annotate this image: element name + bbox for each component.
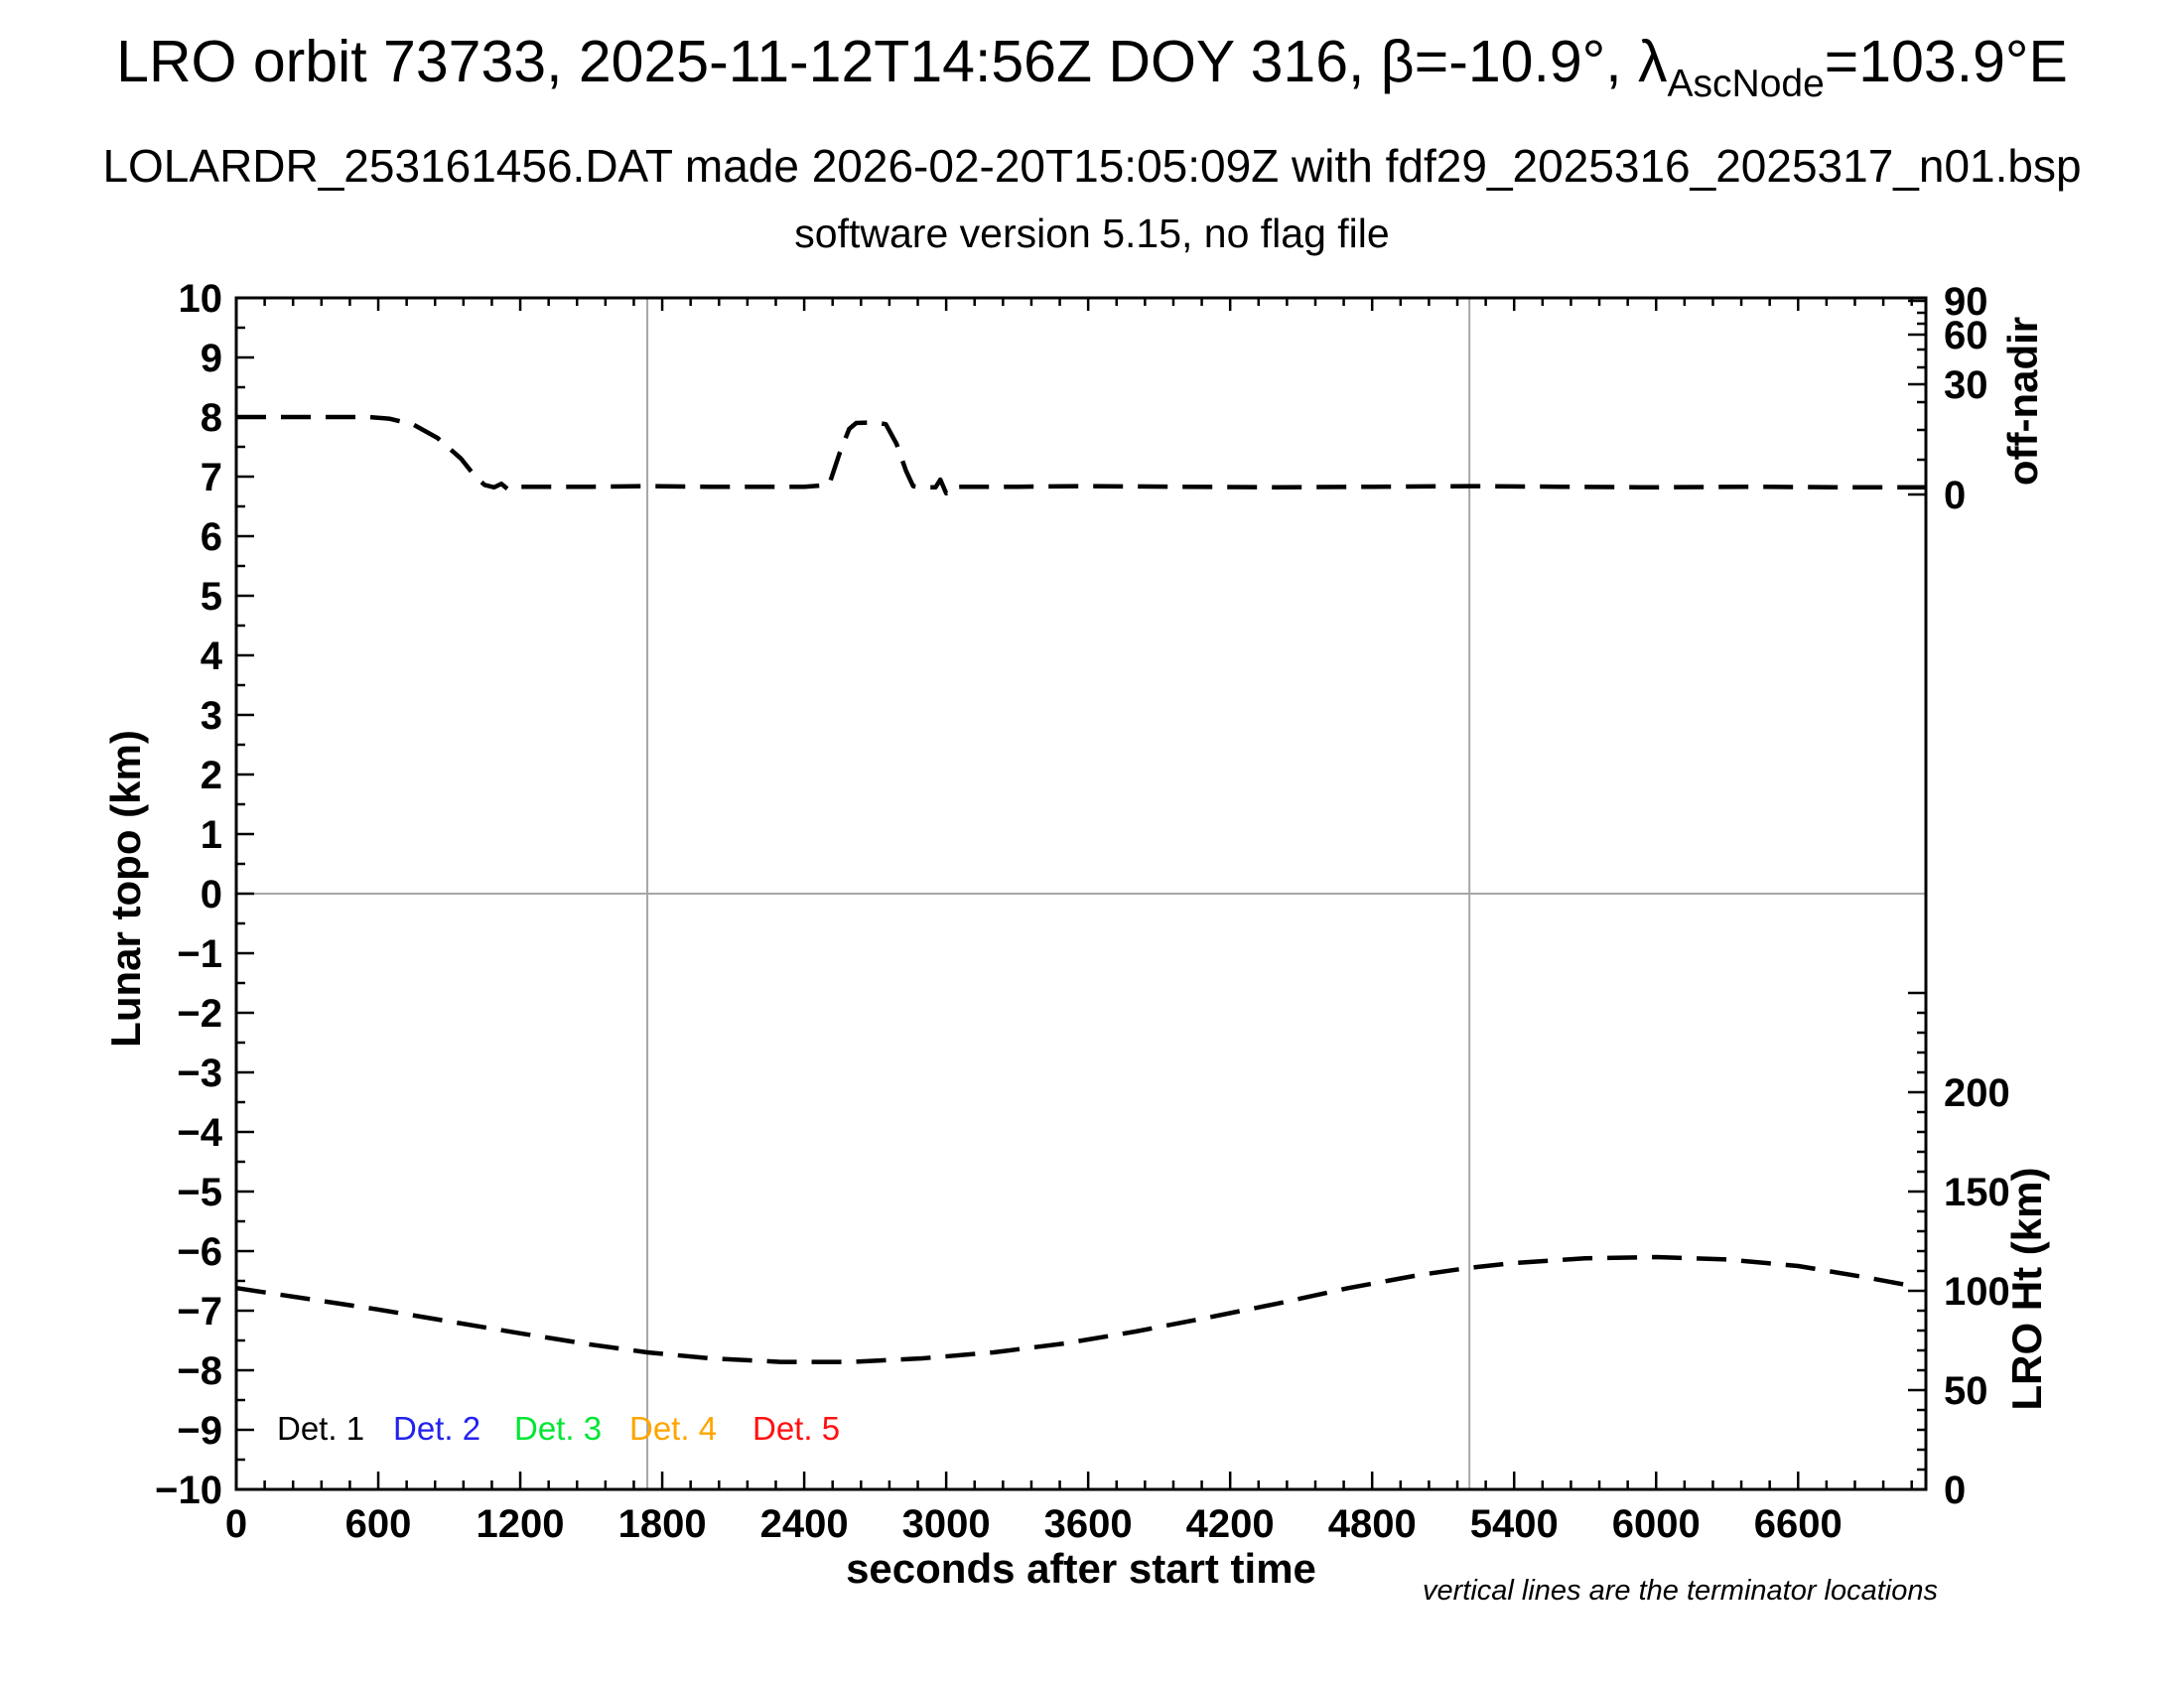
y-left-tick-label: 3 [201,694,222,738]
x-tick-label: 1800 [618,1502,707,1546]
x-tick-label: 1200 [477,1502,565,1546]
y-left-tick-label: −5 [177,1171,222,1214]
y-left-tick-label: 10 [179,277,223,321]
title-lambda-subscript: AscNode [1667,63,1825,105]
x-tick-label: 600 [345,1502,412,1546]
x-tick-label: 4800 [1328,1502,1417,1546]
y-left-tick-label: −4 [177,1111,222,1155]
legend-item-det3: Det. 3 [514,1410,603,1447]
y-left-tick-label: 9 [201,337,222,380]
terminator-footnote: vertical lines are the terminator locati… [1422,1575,1938,1607]
legend-item-det1: Det. 1 [277,1410,365,1447]
curve-off-nadir-angle [236,414,1926,496]
x-tick-label: 4200 [1186,1502,1275,1546]
y-left-tick-label: 0 [201,873,222,916]
y-left-tick-label: −1 [177,932,222,976]
legend-item-det5: Det. 5 [752,1410,841,1447]
y-left-tick-label: −8 [177,1349,222,1393]
legend-item-det4: Det. 4 [629,1410,718,1447]
x-tick-label: 6000 [1612,1502,1701,1546]
x-tick-label: 6600 [1754,1502,1843,1546]
y-left-tick-label: −6 [177,1230,222,1274]
y-left-tick-label: 4 [201,634,223,678]
y-axis-title-lro-ht: LRO Ht (km) [2003,1167,2050,1411]
x-tick-label: 0 [225,1502,247,1546]
y-axis-title-offnadir: off-nadir [1999,316,2046,487]
x-tick-label: 3600 [1044,1502,1133,1546]
lro-ht-tick-label: 0 [1944,1469,1966,1512]
x-tick-label: 2400 [760,1502,849,1546]
offnadir-tick-label: 30 [1944,363,1988,407]
y-left-tick-label: 5 [201,575,222,619]
curve-LRO-height [235,1254,1917,1364]
y-axis-title-left: Lunar topo (km) [102,730,149,1048]
lro-ht-tick-label: 200 [1944,1071,2010,1115]
title-main: LRO orbit 73733, 2025-11-12T14:56Z DOY 3… [116,29,1668,94]
x-axis-title: seconds after start time [846,1545,1316,1592]
y-left-tick-label: 1 [201,813,222,857]
title-suffix: =103.9°E [1824,29,2068,94]
subtitle-filename: LOLARDR_253161456.DAT made 2026-02-20T15… [102,140,2082,192]
y-left-tick-label: 8 [201,396,222,440]
y-left-tick-label: −10 [155,1469,222,1512]
y-left-tick-label: −3 [177,1052,222,1095]
y-left-tick-label: 2 [201,754,222,797]
x-tick-label: 5400 [1470,1502,1559,1546]
y-left-tick-label: −9 [177,1409,222,1453]
lro-ht-tick-label: 150 [1944,1171,2010,1214]
page-title: LRO orbit 73733, 2025-11-12T14:56Z DOY 3… [0,28,2184,106]
software-version-note: software version 5.15, no flag file [794,211,1390,256]
offnadir-tick-label: 60 [1944,314,1988,357]
offnadir-tick-label: 0 [1944,474,1966,517]
y-left-tick-label: 6 [201,515,222,559]
y-left-tick-label: 7 [201,456,222,499]
x-tick-label: 3000 [902,1502,991,1546]
lro-ht-tick-label: 50 [1944,1369,1988,1413]
offnadir-tick-label: 90 [1944,280,1988,324]
legend-item-det2: Det. 2 [393,1410,481,1447]
lro-ht-tick-label: 100 [1944,1270,2010,1314]
y-left-tick-label: −2 [177,992,222,1036]
y-left-tick-label: −7 [177,1290,222,1334]
